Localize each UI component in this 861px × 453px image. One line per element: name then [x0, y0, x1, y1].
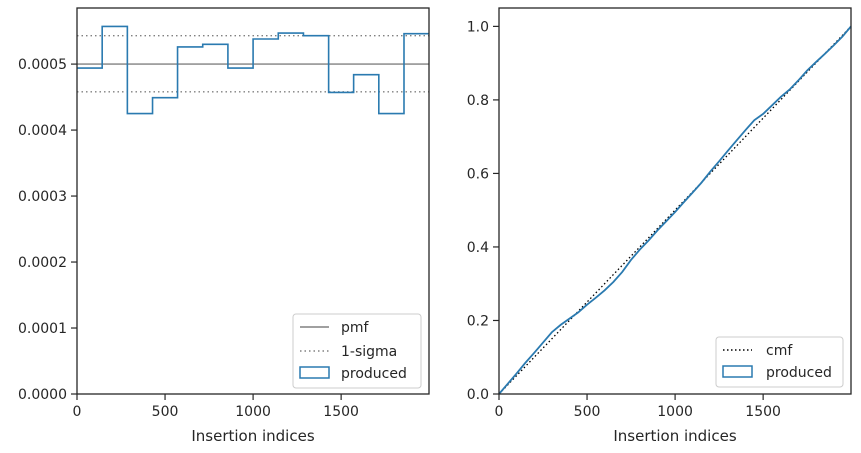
y-tick-label: 0.0003: [18, 189, 67, 205]
y-ticks: 0.0 0.2 0.4 0.6 0.8 1.0: [467, 19, 499, 403]
x-axis-label: Insertion indices: [191, 427, 314, 445]
y-tick-label: 0.0004: [18, 123, 67, 139]
legend-pmf-label: pmf: [341, 320, 370, 336]
x-ticks: 0 500 1000 1500: [73, 394, 359, 420]
legend-produced-label: produced: [766, 365, 832, 381]
legend: cmf produced: [715, 336, 844, 388]
legend-sigma-label: 1-sigma: [341, 344, 397, 360]
y-tick-label: 0.0002: [18, 255, 67, 271]
legend: pmf 1-sigma produced: [292, 313, 422, 389]
x-axis-label: Insertion indices: [613, 427, 736, 445]
y-tick-label: 0.0: [467, 387, 489, 403]
y-tick-label: 0.8: [467, 93, 489, 109]
legend-cmf-label: cmf: [766, 343, 793, 359]
legend-box: [292, 313, 422, 389]
produced-step-line: [77, 25, 429, 115]
x-ticks: 0 500 1000 1500: [495, 394, 781, 420]
y-tick-label: 0.0001: [18, 321, 67, 337]
y-tick-label: 0.2: [467, 313, 489, 329]
x-tick-label: 1500: [323, 404, 359, 420]
y-tick-label: 1.0: [467, 19, 489, 35]
x-tick-label: 1500: [745, 404, 781, 420]
y-tick-label: 0.0005: [18, 57, 67, 73]
y-tick-label: 0.6: [467, 166, 489, 182]
legend-produced-swatch: [722, 365, 753, 378]
x-tick-label: 500: [574, 404, 601, 420]
y-ticks: 0.0000 0.0001 0.0002 0.0003 0.0004 0.0005: [18, 57, 77, 403]
produced-cumulative-line: [498, 25, 852, 395]
y-tick-label: 0.4: [467, 240, 489, 256]
pmf-chart: 0 500 1000 1500 0.00000.00010.00020.00030.0…: [18, 7, 430, 445]
x-tick-label: 500: [152, 404, 179, 420]
plot-frame: [498, 7, 852, 395]
x-tick-label: 1000: [657, 404, 693, 420]
x-tick-label: 1000: [235, 404, 271, 420]
x-tick-label: 0: [495, 404, 504, 420]
x-tick-label: 0: [73, 404, 82, 420]
y-tick-label: 0.0000: [18, 387, 67, 403]
legend-produced-label: produced: [341, 366, 407, 382]
legend-produced-swatch: [299, 366, 330, 379]
cmf-chart: 0 500 1000 1500 0.0 0.2 0.4 0.6 0.8 1.0 Insertio…: [467, 7, 852, 445]
